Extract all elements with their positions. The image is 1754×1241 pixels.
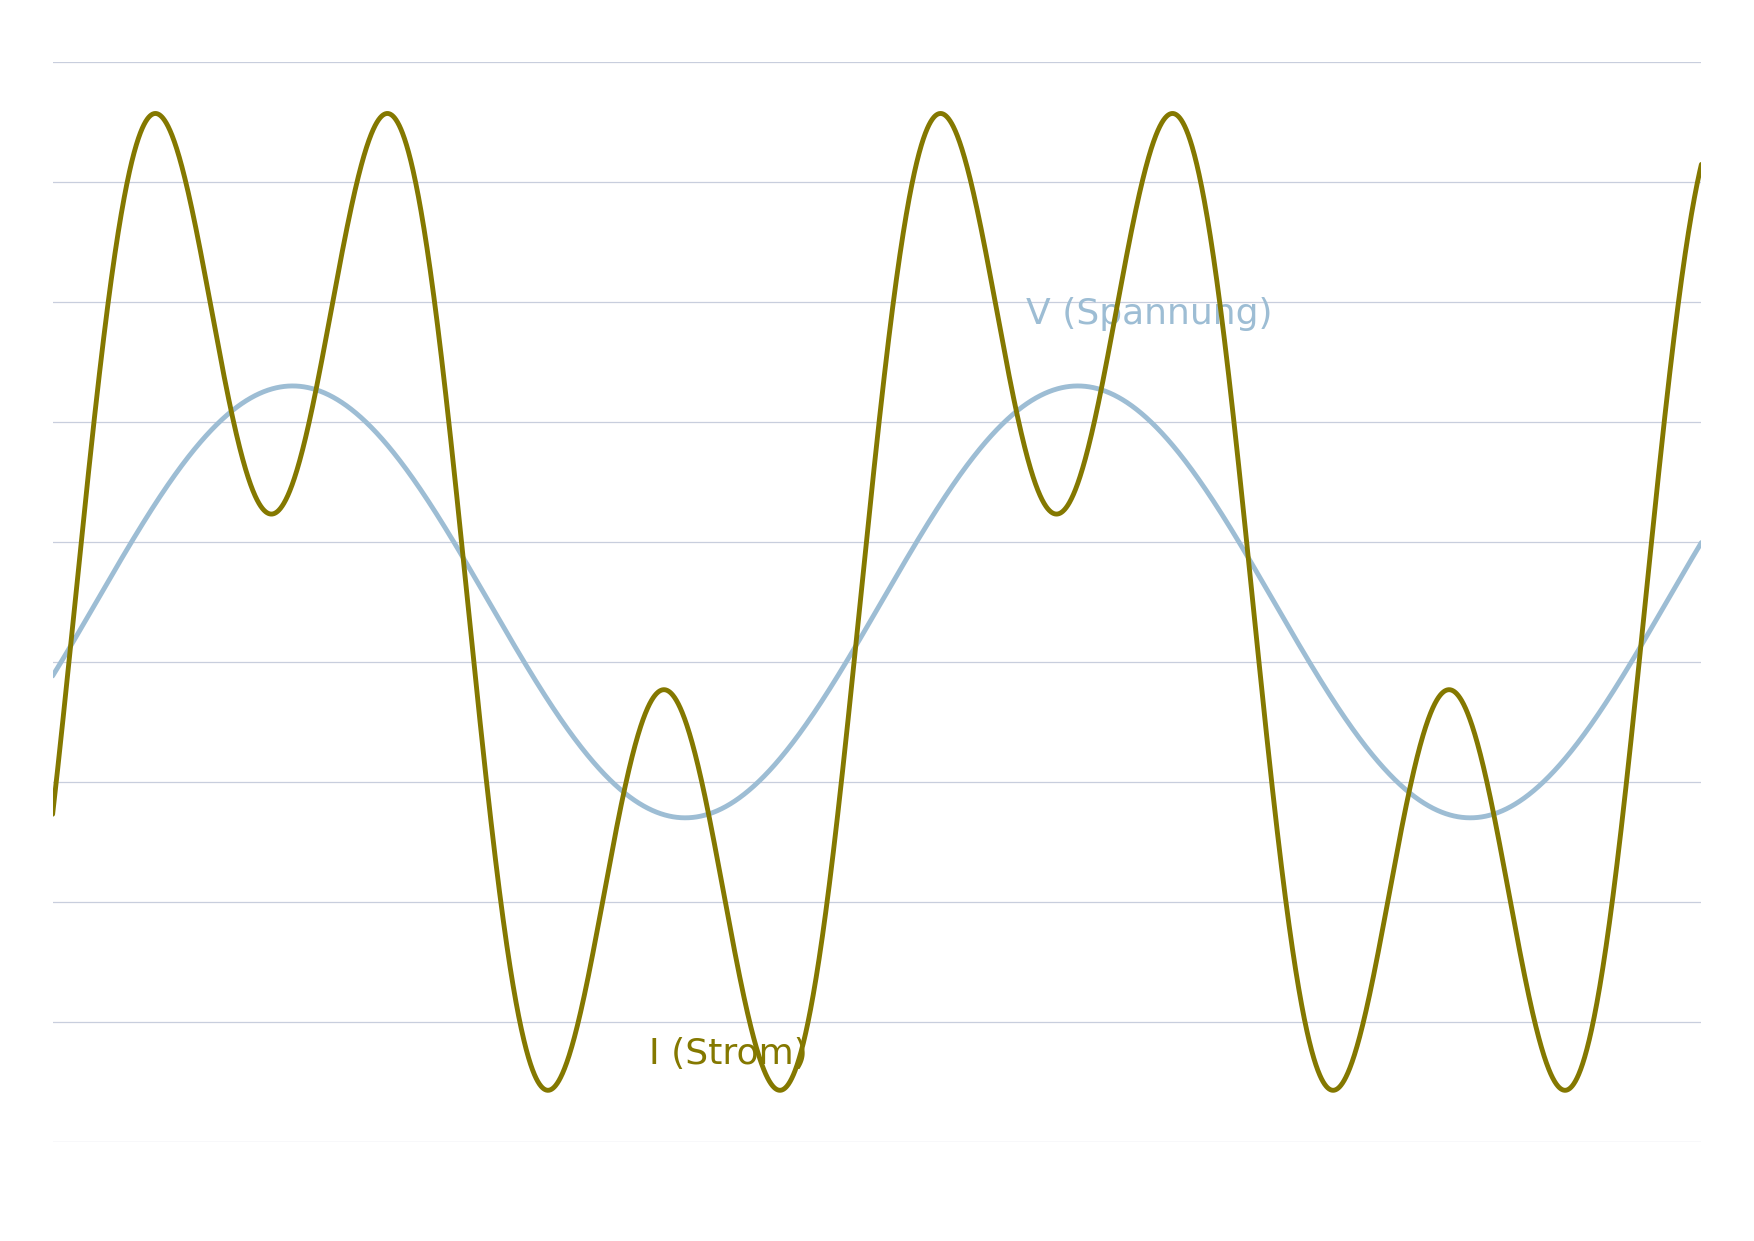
Text: I (Strom): I (Strom): [649, 1037, 809, 1071]
Text: V (Spannung): V (Spannung): [1026, 297, 1273, 331]
